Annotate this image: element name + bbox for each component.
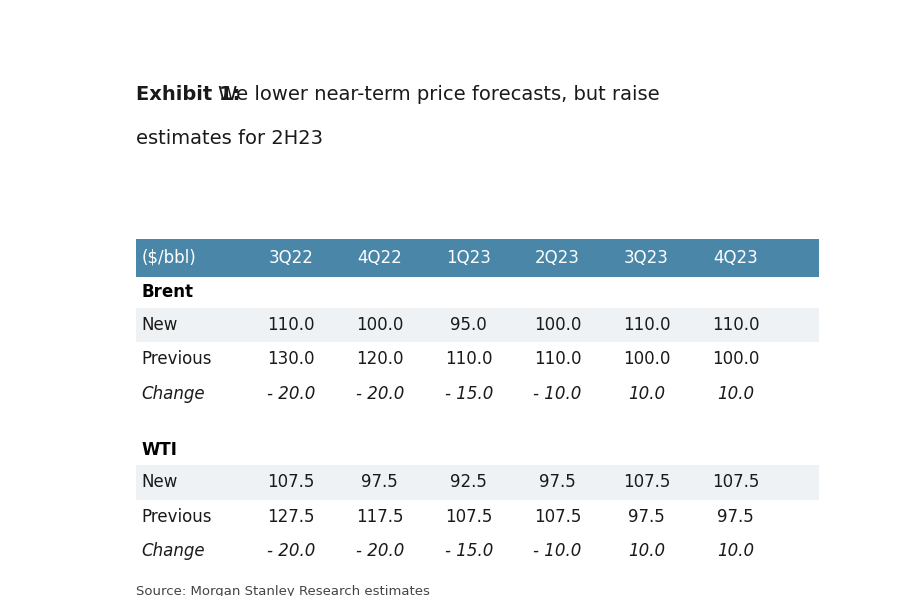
Text: 97.5: 97.5 (717, 508, 754, 526)
Text: 110.0: 110.0 (622, 316, 670, 334)
Text: ($/bbl): ($/bbl) (141, 249, 196, 267)
Text: 1Q23: 1Q23 (446, 249, 491, 267)
Text: Previous: Previous (141, 350, 212, 368)
Text: 95.0: 95.0 (451, 316, 487, 334)
Text: - 20.0: - 20.0 (355, 385, 404, 403)
Bar (136, 377, 819, 411)
Text: 10.0: 10.0 (717, 542, 754, 560)
Bar (136, 308, 819, 342)
Text: 107.5: 107.5 (623, 473, 670, 492)
Text: Exhibit 1:: Exhibit 1: (136, 85, 241, 104)
Bar (136, 277, 819, 308)
Text: 4Q23: 4Q23 (713, 249, 758, 267)
Text: 127.5: 127.5 (267, 508, 315, 526)
Text: 3Q22: 3Q22 (268, 249, 313, 267)
Text: Source: Morgan Stanley Research estimates: Source: Morgan Stanley Research estimate… (136, 585, 430, 596)
Bar (136, 411, 819, 434)
Bar (136, 239, 819, 277)
Text: 110.0: 110.0 (711, 316, 759, 334)
Text: - 20.0: - 20.0 (355, 542, 404, 560)
Text: 10.0: 10.0 (628, 542, 666, 560)
Text: We lower near-term price forecasts, but raise: We lower near-term price forecasts, but … (218, 85, 659, 104)
Text: 107.5: 107.5 (534, 508, 581, 526)
Bar (136, 434, 819, 465)
Text: 2Q23: 2Q23 (535, 249, 580, 267)
Text: 110.0: 110.0 (267, 316, 315, 334)
Text: Change: Change (141, 385, 206, 403)
Text: 10.0: 10.0 (717, 385, 754, 403)
Text: New: New (141, 473, 178, 492)
Text: 100.0: 100.0 (623, 350, 670, 368)
Text: Previous: Previous (141, 508, 212, 526)
Text: - 20.0: - 20.0 (266, 385, 315, 403)
Text: 97.5: 97.5 (362, 473, 398, 492)
Text: 100.0: 100.0 (534, 316, 581, 334)
Text: 110.0: 110.0 (445, 350, 492, 368)
Text: - 20.0: - 20.0 (266, 542, 315, 560)
Text: estimates for 2H23: estimates for 2H23 (136, 129, 323, 148)
Text: Brent: Brent (141, 283, 194, 301)
Text: 100.0: 100.0 (711, 350, 759, 368)
Text: 10.0: 10.0 (628, 385, 666, 403)
Bar (136, 569, 819, 587)
Bar (136, 465, 819, 499)
Bar (136, 534, 819, 569)
Text: 117.5: 117.5 (356, 508, 404, 526)
Text: - 10.0: - 10.0 (533, 385, 582, 403)
Text: 107.5: 107.5 (711, 473, 759, 492)
Text: New: New (141, 316, 178, 334)
Text: 107.5: 107.5 (445, 508, 492, 526)
Text: 107.5: 107.5 (267, 473, 315, 492)
Text: 110.0: 110.0 (534, 350, 581, 368)
Text: 4Q22: 4Q22 (357, 249, 402, 267)
Text: 120.0: 120.0 (356, 350, 404, 368)
Text: 92.5: 92.5 (450, 473, 487, 492)
Text: 130.0: 130.0 (267, 350, 315, 368)
Bar (136, 342, 819, 377)
Text: 97.5: 97.5 (539, 473, 576, 492)
Text: WTI: WTI (141, 440, 178, 459)
Text: 3Q23: 3Q23 (624, 249, 669, 267)
Text: 97.5: 97.5 (628, 508, 665, 526)
Bar (136, 499, 819, 534)
Text: - 10.0: - 10.0 (533, 542, 582, 560)
Text: - 15.0: - 15.0 (444, 542, 493, 560)
Text: Change: Change (141, 542, 206, 560)
Text: - 15.0: - 15.0 (444, 385, 493, 403)
Text: 100.0: 100.0 (356, 316, 403, 334)
